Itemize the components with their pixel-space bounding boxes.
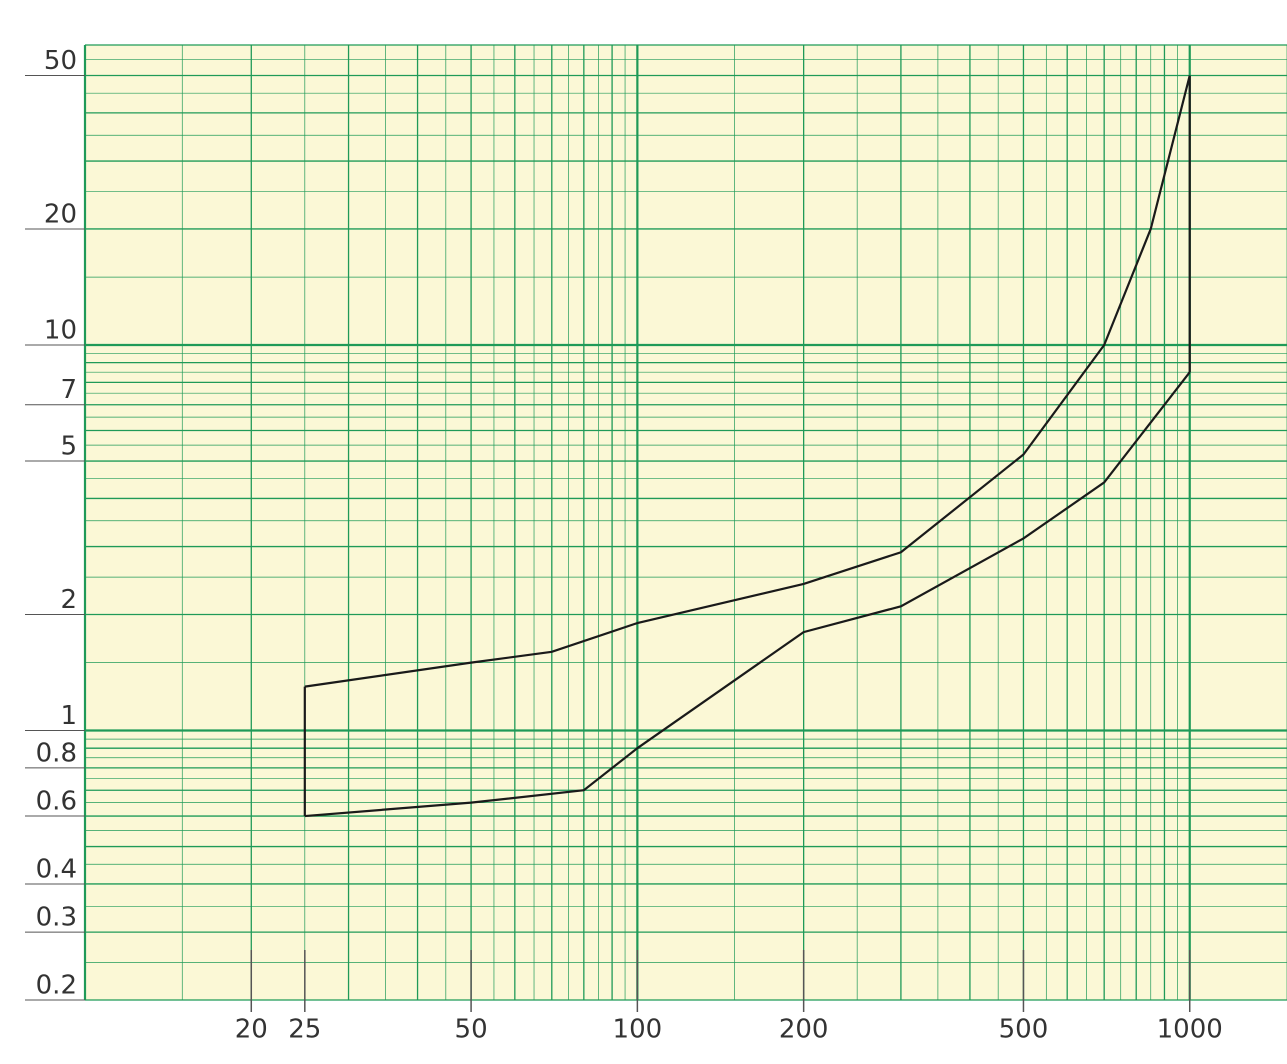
y-tick-label: 0.8 (36, 738, 77, 768)
x-tick-label: 200 (779, 1015, 829, 1045)
x-tick-label: 100 (613, 1015, 663, 1045)
y-tick-label: 0.6 (36, 787, 77, 817)
y-tick-label: 20 (44, 199, 77, 229)
y-tick-label: 50 (44, 46, 77, 76)
y-tick-label: 0.2 (36, 971, 77, 1001)
y-tick-label: 1 (60, 701, 77, 731)
x-tick-label: 20 (235, 1015, 268, 1045)
y-tick-label: 7 (60, 375, 77, 405)
x-tick-label: 50 (455, 1015, 488, 1045)
x-tick-label: 25 (288, 1015, 321, 1045)
y-tick-label: 5 (60, 432, 77, 462)
y-tick-label: 0.3 (36, 903, 77, 933)
y-tick-label: 10 (44, 315, 77, 345)
x-tick-label: 1000 (1157, 1015, 1223, 1045)
y-tick-label: 0.4 (36, 854, 77, 884)
x-tick-label: 500 (999, 1015, 1049, 1045)
chart: 0.20.30.40.60.81257102050202550100200500… (0, 0, 1287, 1064)
y-tick-label: 2 (60, 585, 77, 615)
graph-paper (85, 45, 1287, 1000)
